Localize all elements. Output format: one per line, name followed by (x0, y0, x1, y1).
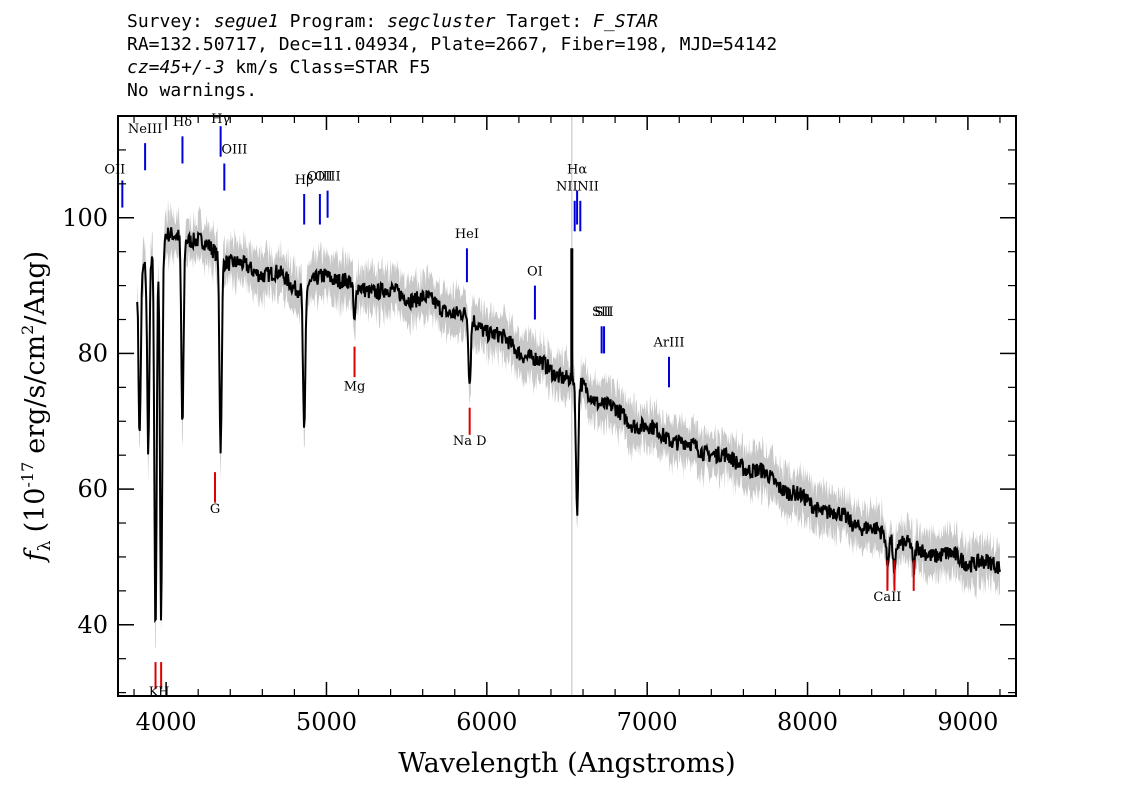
emission-line-label: NII (556, 180, 578, 195)
emission-line-label: OIII (315, 169, 341, 184)
header-line-2: RA=132.50717, Dec=11.04934, Plate=2667, … (127, 34, 778, 55)
emission-line-label: OI (527, 264, 543, 279)
y-tick-label: 100 (62, 204, 108, 232)
x-axis-title: Wavelength (Angstroms) (398, 748, 735, 779)
x-tick-label: 9000 (937, 708, 998, 736)
program-label: Program: (289, 11, 377, 32)
header-line-1: Survey: segue1 Program: segcluster Targe… (127, 10, 777, 33)
emission-line-label: OII (104, 163, 125, 178)
x-tick-label: 5000 (296, 708, 357, 736)
y-axis-title: fλ(10-17erg/s/cm2/Ang) (18, 251, 55, 563)
emission-line-label: SII (594, 305, 613, 320)
y-tick-label: 60 (77, 475, 108, 503)
x-tick-label: 4000 (136, 708, 197, 736)
plot-area (136, 116, 1001, 696)
x-tick-label: 7000 (617, 708, 678, 736)
target-value: F_STAR (593, 11, 659, 32)
emission-line-label: NII (577, 180, 599, 195)
emission-line-label: Hα (567, 163, 587, 178)
emission-line-label: HeI (455, 227, 479, 242)
absorption-line-label: H (158, 685, 169, 700)
y-tick-label: 40 (77, 611, 108, 639)
error-band (137, 198, 1000, 650)
absorption-line-label: K (149, 685, 159, 700)
header-line-3: cz=45+/-3 km/s Class=STAR F5 (127, 56, 777, 79)
emission-line-label: ArIII (652, 336, 684, 351)
emission-line-label: SII (592, 305, 611, 320)
plot-frame (117, 115, 1017, 697)
target-label: Target: (506, 11, 583, 32)
emission-line-label: NeIII (128, 122, 162, 137)
y-tick-label: 80 (77, 339, 108, 367)
emission-line-label: Hβ (295, 173, 314, 188)
absorption-line-label: Mg (344, 380, 366, 395)
program-value: segcluster (387, 11, 496, 32)
spectrum-line (136, 227, 1001, 624)
x-tick-label: 8000 (777, 708, 838, 736)
survey-value: segue1 (213, 11, 279, 32)
header-line-4: No warnings. (127, 80, 258, 101)
class-value: km/s Class=STAR F5 (235, 57, 431, 78)
absorption-line-label: Na D (453, 434, 487, 449)
spectrum-header: Survey: segue1 Program: segcluster Targe… (127, 10, 777, 102)
x-tick-label: 6000 (456, 708, 517, 736)
emission-line-label: Hγ (211, 112, 230, 127)
emission-line-label: OIII (307, 169, 333, 184)
absorption-line-label: CaII (873, 590, 901, 605)
absorption-line-label: G (210, 502, 220, 517)
emission-line-label: Hδ (173, 115, 192, 130)
redshift-value: cz=45+/-3 (127, 57, 225, 78)
survey-label: Survey: (127, 11, 203, 32)
axis-ticks: 4000 5000 6000 7000 8000 9000 40 60 80 100 (62, 116, 1016, 736)
emission-line-label: OIII (221, 142, 247, 157)
